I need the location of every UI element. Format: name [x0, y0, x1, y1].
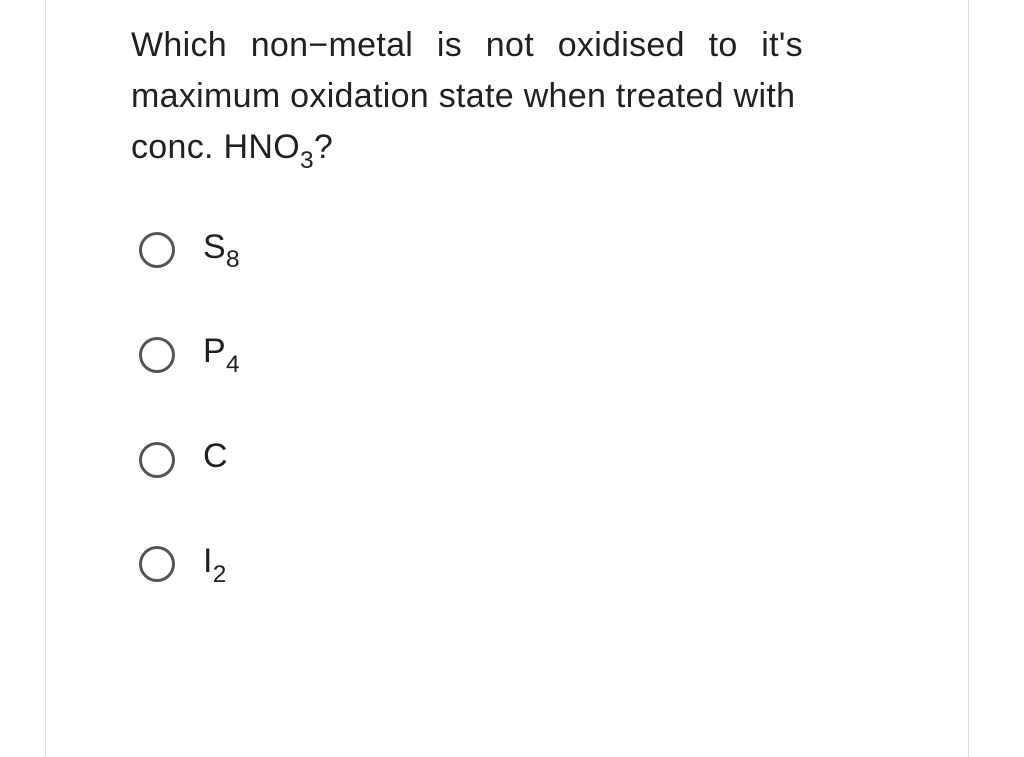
option-label: I2: [203, 542, 227, 587]
option-d[interactable]: I2: [139, 542, 888, 587]
radio-button-icon[interactable]: [139, 232, 175, 268]
option-base: C: [203, 437, 228, 475]
options-container: S8 P4 C I2: [131, 228, 888, 587]
option-sub: 4: [226, 351, 240, 378]
option-label: P4: [203, 332, 240, 377]
option-base: S: [203, 228, 226, 266]
option-label: S8: [203, 228, 240, 273]
quiz-container: Which non−metal is not oxidised to it's …: [45, 0, 969, 757]
option-c[interactable]: C: [139, 437, 888, 482]
question-line-3-prefix: conc. HNO: [131, 128, 300, 166]
question-line-2: maximum oxidation state when treated wit…: [131, 77, 795, 115]
question-line-1: Which non−metal is not oxidised to it's: [131, 26, 803, 64]
option-base: P: [203, 332, 226, 370]
option-sub: 2: [213, 561, 227, 588]
option-base: I: [203, 542, 213, 580]
option-sub: 8: [226, 246, 240, 273]
radio-button-icon[interactable]: [139, 442, 175, 478]
option-label: C: [203, 437, 228, 482]
question-text: Which non−metal is not oxidised to it's …: [131, 20, 888, 178]
option-a[interactable]: S8: [139, 228, 888, 273]
question-line-3-suffix: ?: [314, 128, 333, 166]
radio-button-icon[interactable]: [139, 546, 175, 582]
question-line-3-sub: 3: [300, 147, 314, 174]
option-b[interactable]: P4: [139, 332, 888, 377]
radio-button-icon[interactable]: [139, 337, 175, 373]
